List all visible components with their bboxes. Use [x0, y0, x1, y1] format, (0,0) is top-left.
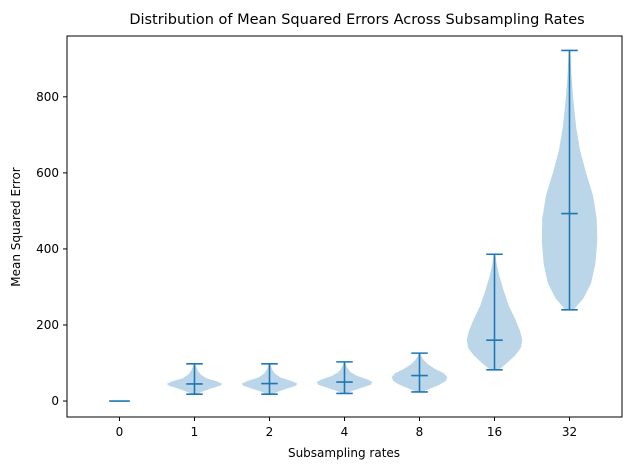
- violin-4: [316, 361, 373, 395]
- y-tick-label: 200: [36, 318, 59, 332]
- y-tick-label: 0: [51, 394, 59, 408]
- plot-area: [109, 49, 598, 402]
- x-tick-label: 4: [341, 425, 349, 439]
- x-axis-label: Subsampling rates: [288, 446, 400, 460]
- plot-frame: [66, 35, 623, 418]
- y-tick-label: 400: [36, 242, 59, 256]
- x-tick-label: 1: [191, 425, 199, 439]
- axes: 0 1 2 4 8 16 32 0 200 400 600 800: [36, 90, 577, 439]
- y-axis-label: Mean Squared Error: [9, 167, 23, 287]
- violin-8: [391, 352, 448, 393]
- violin-2: [241, 362, 298, 395]
- violin-32: [541, 49, 598, 311]
- x-tick-label: 32: [562, 425, 577, 439]
- y-tick-label: 600: [36, 166, 59, 180]
- violin-1: [166, 362, 223, 395]
- y-tick-label: 800: [36, 90, 59, 104]
- x-tick-label: 2: [266, 425, 274, 439]
- chart-title: Distribution of Mean Squared Errors Acro…: [129, 12, 584, 28]
- x-tick-label: 16: [487, 425, 502, 439]
- violin-16: [466, 253, 523, 371]
- x-tick-label: 8: [416, 425, 424, 439]
- x-tick-label: 0: [116, 425, 124, 439]
